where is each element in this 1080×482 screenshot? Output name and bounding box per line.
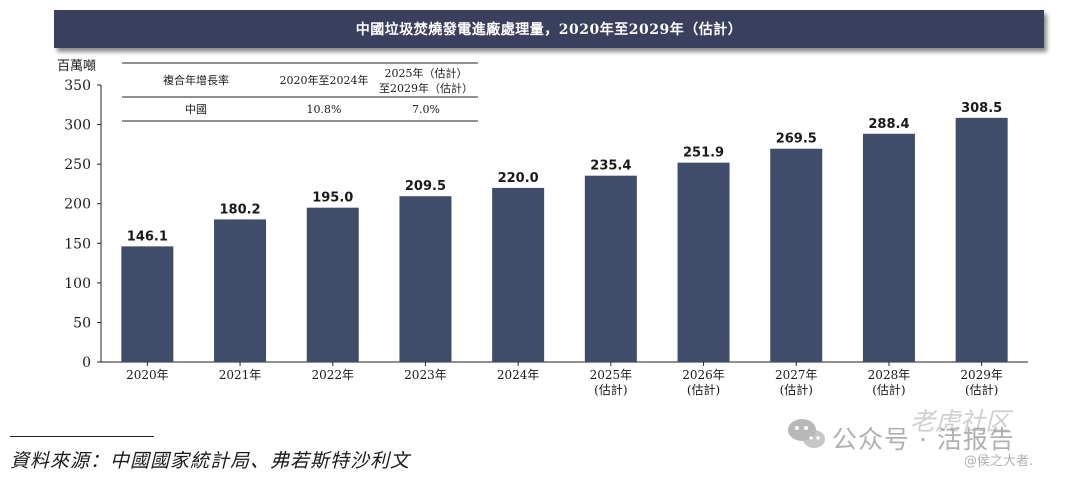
bar-value-label: 269.5 <box>776 132 817 147</box>
bar-value-label: 146.1 <box>127 229 168 244</box>
watermark-top: 老虎社区 <box>910 407 1011 436</box>
bar-value-label: 195.0 <box>312 191 353 206</box>
watermark-main: 公众号 · 活报告 <box>832 425 1015 454</box>
x-tick-label: 2028年 <box>868 368 911 382</box>
x-tick-label: 2029年 <box>960 368 1003 382</box>
y-tick-label: 150 <box>64 236 91 252</box>
y-tick-label: 350 <box>64 78 91 94</box>
x-tick-label: 2024年 <box>497 368 540 382</box>
cagr-value-1: 10.8% <box>307 103 342 116</box>
bar <box>306 207 359 362</box>
source-note: 資料來源：中國國家統計局、弗若斯特沙利文 <box>10 450 411 472</box>
bar <box>121 246 174 362</box>
bar <box>584 175 637 362</box>
y-tick-label: 300 <box>64 118 91 134</box>
y-axis-label: 百萬噸 <box>57 59 96 74</box>
cagr-period-2-line-2: 至2029年（估計） <box>379 81 473 95</box>
y-tick-label: 50 <box>73 315 91 331</box>
cagr-period-2-line-1: 2025年（估計） <box>385 66 468 80</box>
chart-title-bar: 中國垃圾焚燒發電進廠處理量，2020年至2029年（估計） <box>54 10 1044 48</box>
bar-value-label: 180.2 <box>219 202 260 217</box>
bar-value-label: 251.9 <box>683 146 724 161</box>
y-tick-label: 200 <box>64 197 91 213</box>
cagr-period-1: 2020年至2024年 <box>280 73 369 87</box>
x-tick-label: 2022年 <box>311 368 354 382</box>
x-tick-label: 2027年 <box>775 368 818 382</box>
x-tick-label: 2020年 <box>126 368 169 382</box>
cagr-table: 複合年增長率 2020年至2024年 2025年（估計） 至2029年（估計） … <box>122 62 478 122</box>
y-tick-label: 100 <box>64 276 91 292</box>
x-tick-label: (估計) <box>965 382 998 397</box>
x-tick-label: 2021年 <box>219 368 262 382</box>
x-tick-label: 2026年 <box>682 368 725 382</box>
y-tick-label: 250 <box>64 157 91 173</box>
wechat-icon <box>788 419 825 448</box>
chart-title: 中國垃圾焚燒發電進廠處理量，2020年至2029年（估計） <box>355 22 743 38</box>
cagr-value-2: 7.0% <box>412 103 440 116</box>
bar-value-label: 288.4 <box>868 117 909 132</box>
bar-value-label: 308.5 <box>961 101 1002 116</box>
bar-value-label: 209.5 <box>405 179 446 194</box>
bar <box>399 196 452 362</box>
bar-value-label: 220.0 <box>498 171 539 186</box>
bar <box>955 117 1008 362</box>
bar <box>677 162 730 362</box>
x-tick-label: (估計) <box>780 382 813 397</box>
source-divider <box>10 436 154 437</box>
watermark: 老虎社区 公众号 · 活报告 @侯之大者. <box>786 402 1076 477</box>
bar <box>770 148 823 362</box>
bar <box>492 187 545 362</box>
bar-value-label: 235.4 <box>590 159 631 174</box>
x-tick-label: 2023年 <box>404 368 447 382</box>
x-tick-label: (估計) <box>594 382 627 397</box>
bar <box>862 133 915 362</box>
bar <box>214 219 267 362</box>
y-tick-label: 0 <box>82 355 91 371</box>
bars: 146.1 180.2 195.0 209.5 220.0 235.4 251.9 269.5… <box>121 101 1008 362</box>
watermark-handle: @侯之大者. <box>964 454 1034 469</box>
x-tick-label: 2025年 <box>590 368 633 382</box>
cagr-header-label: 複合年增長率 <box>163 73 229 87</box>
x-tick-label: (估計) <box>687 382 720 397</box>
x-tick-label: (估計) <box>872 382 905 397</box>
axes: 0 50 100 150 200 250 300 350 2020年 2021年 2022年 2023… <box>64 78 1028 397</box>
cagr-row-label: 中國 <box>185 103 207 116</box>
